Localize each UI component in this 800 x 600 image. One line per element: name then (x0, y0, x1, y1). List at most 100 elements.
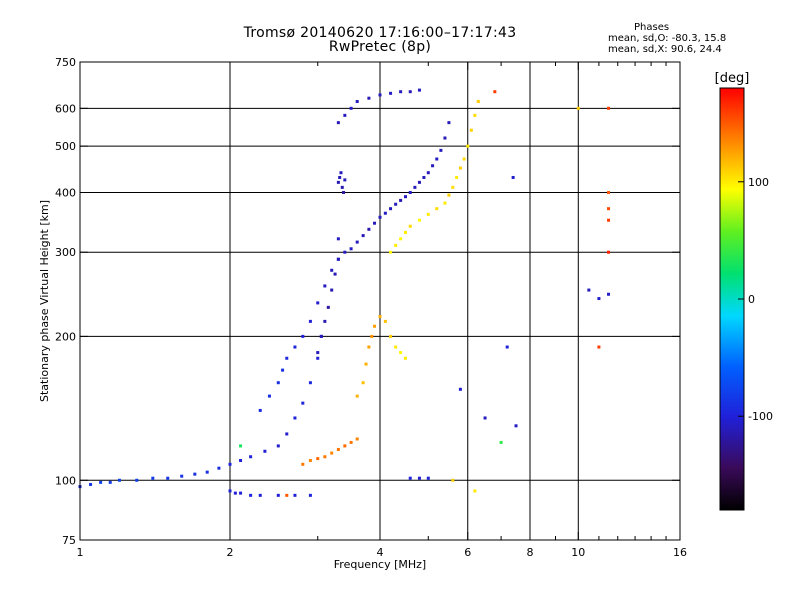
data-point (285, 432, 289, 436)
data-point (301, 334, 305, 338)
data-point (417, 88, 421, 92)
data-point (361, 381, 365, 385)
data-point (336, 237, 340, 241)
data-point (316, 301, 320, 305)
data-point (301, 401, 305, 405)
data-point (336, 121, 340, 125)
x-tick-label: 8 (527, 546, 534, 559)
data-point (108, 480, 112, 484)
data-point (462, 157, 466, 161)
data-point (330, 451, 334, 455)
data-point (367, 96, 371, 100)
y-tick-label: 500 (55, 140, 76, 153)
data-point (373, 324, 377, 328)
data-point (426, 212, 430, 216)
data-point (378, 93, 382, 97)
data-point (417, 476, 421, 480)
data-point (394, 243, 398, 247)
data-point (355, 240, 359, 244)
x-tick-label: 6 (464, 546, 471, 559)
data-point (499, 440, 503, 444)
data-point (408, 224, 412, 228)
data-point (301, 462, 305, 466)
data-point (276, 381, 280, 385)
data-point (607, 190, 611, 194)
data-point (399, 351, 403, 355)
data-point (340, 185, 344, 189)
x-tick-label: 2 (227, 546, 234, 559)
data-point (607, 292, 611, 296)
data-point (239, 444, 243, 448)
data-point (597, 345, 601, 349)
y-tick-label: 75 (62, 534, 76, 547)
data-point (473, 489, 477, 493)
x-tick-label: 1 (77, 546, 84, 559)
data-point (217, 466, 221, 470)
colorbar-tick-label: -100 (748, 410, 773, 423)
data-point (458, 387, 462, 391)
data-point (443, 201, 447, 205)
data-point (383, 319, 387, 323)
data-point (607, 106, 611, 110)
data-point (293, 345, 297, 349)
data-point (117, 478, 121, 482)
data-point (607, 218, 611, 222)
data-point (316, 457, 320, 461)
data-point (326, 305, 330, 309)
y-tick-label: 750 (55, 56, 76, 69)
data-point (451, 185, 455, 189)
data-point (367, 345, 371, 349)
phase-stats-x-mode: mean, sd,X: 90.6, 24.4 (608, 44, 722, 55)
data-point (151, 476, 155, 480)
data-point (249, 493, 253, 497)
data-point (308, 493, 312, 497)
data-point (293, 416, 297, 420)
y-tick-label: 200 (55, 330, 76, 343)
data-point (323, 284, 327, 288)
data-point (587, 288, 591, 292)
y-tick-label: 100 (55, 474, 76, 487)
data-point (389, 334, 393, 338)
data-point (239, 491, 243, 495)
data-point (476, 100, 480, 104)
data-point (355, 394, 359, 398)
data-point (426, 171, 430, 175)
data-point (361, 234, 365, 238)
data-point (399, 198, 403, 202)
data-point (276, 444, 280, 448)
data-point (493, 90, 497, 94)
data-point (336, 447, 340, 451)
data-point (308, 381, 312, 385)
data-point (323, 319, 327, 323)
data-point (228, 462, 232, 466)
data-point (422, 175, 426, 179)
chart-title: Tromsø 20140620 17:16:00–17:17:43 (243, 25, 517, 41)
data-point (89, 482, 93, 486)
chart-subtitle: RwPretec (8p) (328, 39, 432, 55)
data-point (316, 351, 320, 355)
data-point (607, 250, 611, 254)
data-point (505, 345, 509, 349)
data-point (403, 356, 407, 360)
data-point (403, 195, 407, 199)
data-point (330, 268, 334, 272)
data-point (370, 334, 374, 338)
data-point (258, 493, 262, 497)
data-point (473, 113, 477, 117)
data-point (399, 237, 403, 241)
data-point (435, 207, 439, 211)
data-point (597, 297, 601, 301)
y-tick-label: 600 (55, 102, 76, 115)
data-point (355, 437, 359, 441)
data-point (343, 178, 347, 182)
data-point (249, 455, 253, 459)
data-point (466, 144, 470, 148)
data-point (336, 180, 340, 184)
data-point (458, 166, 462, 170)
data-point (293, 493, 297, 497)
data-point (443, 136, 447, 140)
data-point (263, 449, 267, 453)
data-point (135, 478, 139, 482)
data-point (408, 190, 412, 194)
